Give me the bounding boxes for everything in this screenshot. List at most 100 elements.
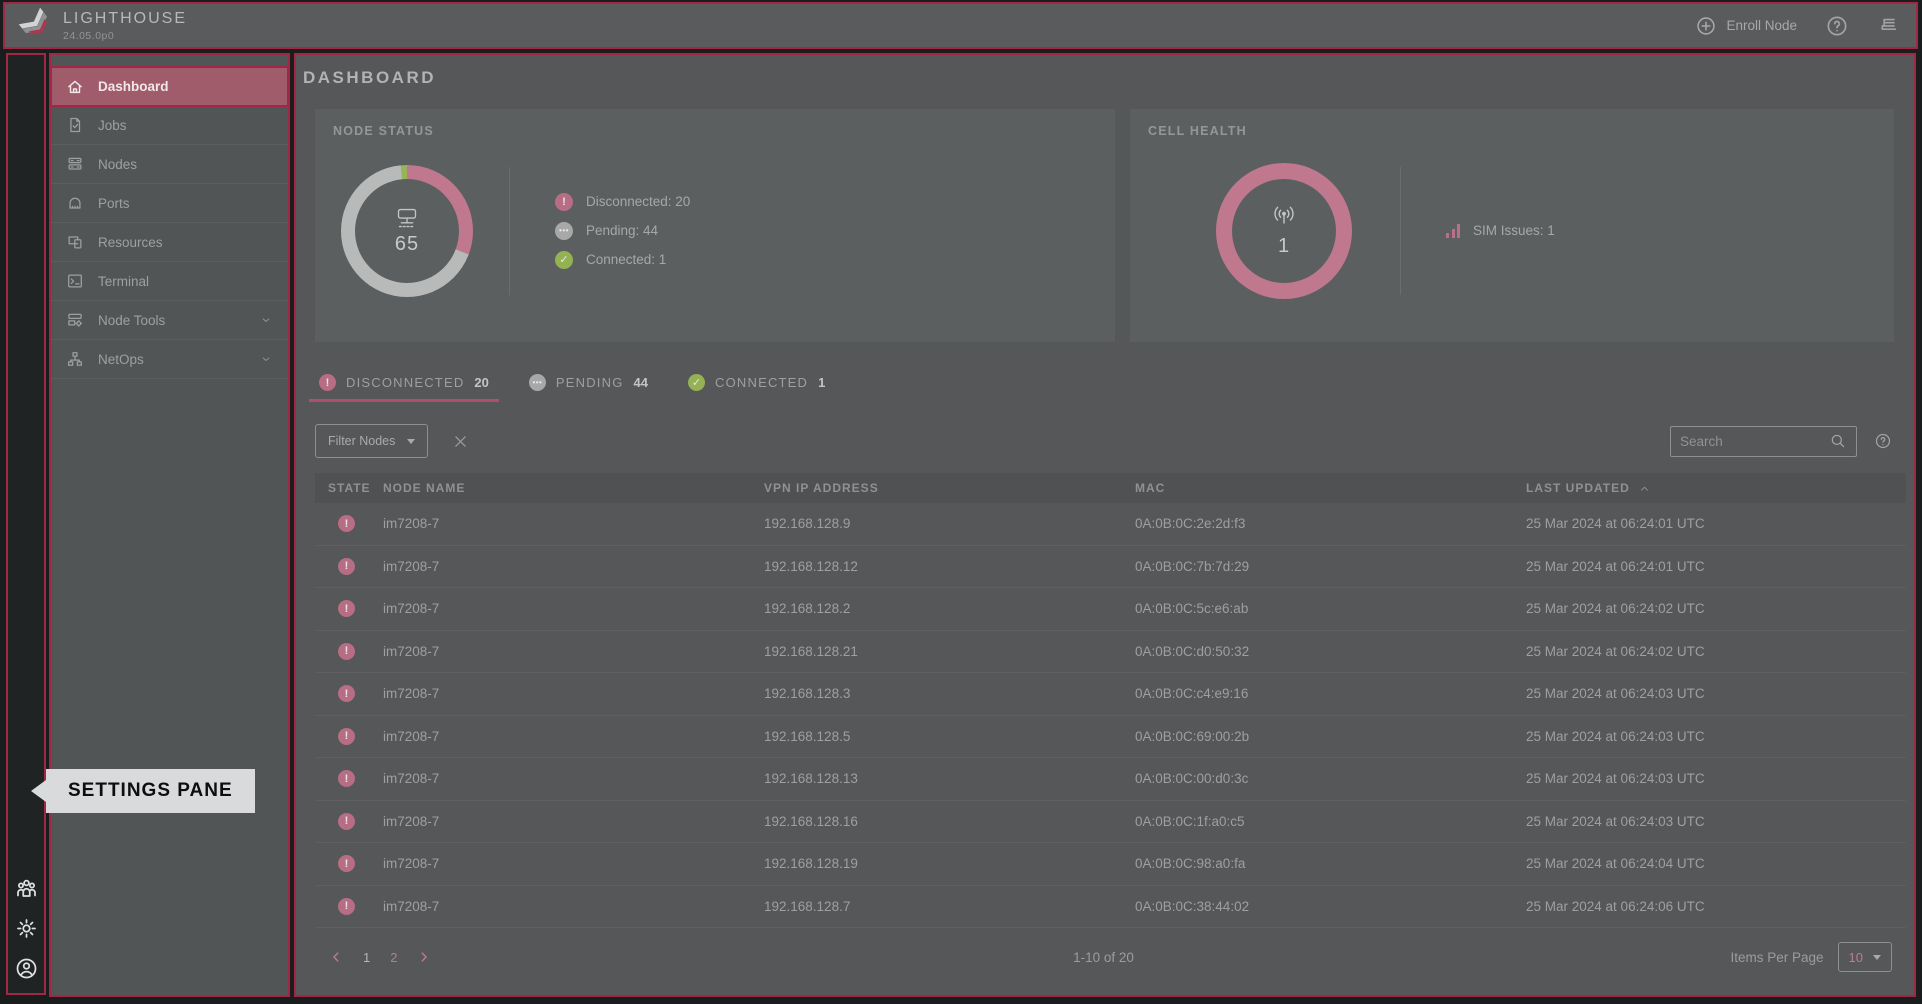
sidebar-item-terminal[interactable]: Terminal bbox=[51, 262, 288, 301]
cell-last-updated: 25 Mar 2024 at 06:24:06 UTC bbox=[1526, 898, 1705, 914]
next-page-button[interactable] bbox=[417, 950, 431, 964]
sidebar-item-label: Node Tools bbox=[98, 312, 166, 328]
cell-vpn-ip: 192.168.128.21 bbox=[764, 643, 858, 659]
legend-pending: ••• Pending: 44 bbox=[555, 221, 690, 240]
table-help-icon[interactable] bbox=[1874, 432, 1892, 450]
legend-disconnected: ! Disconnected: 20 bbox=[555, 192, 691, 211]
sidebar-item-label: Ports bbox=[98, 195, 130, 211]
sidebar-item-label: Nodes bbox=[98, 156, 138, 172]
node-status-card: NODE STATUS 65 bbox=[315, 109, 1115, 342]
tab-count: 20 bbox=[474, 375, 489, 390]
table-row[interactable]: ! im7208-7 192.168.128.21 0A:0B:0C:d0:50… bbox=[315, 631, 1906, 673]
table-row[interactable]: ! im7208-7 192.168.128.13 0A:0B:0C:00:d0… bbox=[315, 758, 1906, 801]
disconnected-state-icon: ! bbox=[338, 897, 355, 915]
enroll-node-button[interactable]: Enroll Node bbox=[1695, 15, 1797, 37]
connected-icon: ✓ bbox=[555, 250, 573, 269]
top-bar: LIGHTHOUSE 24.05.0p0 Enroll Node bbox=[3, 2, 1918, 49]
sidebar-item-resources[interactable]: Resources bbox=[51, 223, 288, 262]
cell-vpn-ip: 192.168.128.3 bbox=[764, 686, 851, 702]
sidebar-item-jobs[interactable]: Jobs bbox=[51, 106, 288, 145]
cell-mac: 0A:0B:0C:98:a0:fa bbox=[1135, 856, 1246, 872]
cell-last-updated: 25 Mar 2024 at 06:24:03 UTC bbox=[1526, 728, 1705, 744]
pagination: 1 2 1-10 of 20 Items Per Page 10 bbox=[315, 938, 1892, 976]
legend-connected: ✓ Connected: 1 bbox=[555, 250, 690, 269]
items-per-page-select[interactable]: 10 bbox=[1837, 942, 1892, 972]
table-row[interactable]: ! im7208-7 192.168.128.3 0A:0B:0C:c4:e9:… bbox=[315, 673, 1906, 716]
pending-icon: ••• bbox=[555, 221, 573, 240]
disconnected-icon: ! bbox=[319, 374, 336, 391]
cell-node-name: im7208-7 bbox=[383, 728, 440, 744]
log-stack-icon[interactable] bbox=[1877, 14, 1900, 37]
cell-health-card: CELL HEALTH 1 bbox=[1130, 109, 1894, 342]
netops-tree-icon bbox=[66, 350, 84, 368]
settings-pane-annotation-label: SETTINGS PANE bbox=[46, 769, 255, 813]
filter-nodes-button[interactable]: Filter Nodes bbox=[315, 424, 429, 458]
page-2-button[interactable]: 2 bbox=[390, 949, 398, 965]
items-per-page-label: Items Per Page bbox=[1730, 949, 1824, 965]
sidebar-item-node-tools[interactable]: Node Tools bbox=[51, 301, 288, 340]
cell-node-name: im7208-7 bbox=[383, 813, 440, 829]
table-row[interactable]: ! im7208-7 192.168.128.12 0A:0B:0C:7b:7d… bbox=[315, 546, 1906, 588]
disconnected-state-icon: ! bbox=[338, 727, 355, 745]
tab-connected[interactable]: ✓ CONNECTED 1 bbox=[678, 368, 835, 402]
table-row[interactable]: ! im7208-7 192.168.128.9 0A:0B:0C:2e:2d:… bbox=[315, 503, 1906, 546]
cell-health-donut-chart: 1 bbox=[1216, 162, 1352, 299]
port-icon bbox=[66, 194, 84, 212]
job-document-icon bbox=[66, 116, 84, 134]
sidebar-item-dashboard[interactable]: Dashboard bbox=[50, 66, 289, 107]
pending-icon: ••• bbox=[528, 374, 546, 391]
sidebar-item-netops[interactable]: NetOps bbox=[51, 340, 288, 379]
disconnected-state-icon: ! bbox=[338, 770, 355, 788]
col-state: STATE bbox=[328, 481, 371, 495]
antenna-icon bbox=[1266, 204, 1302, 234]
help-button[interactable] bbox=[1825, 14, 1849, 38]
lighthouse-logo-icon bbox=[17, 5, 53, 46]
nodes-table: STATE NODE NAME VPN IP ADDRESS MAC LAST … bbox=[315, 473, 1906, 928]
cell-vpn-ip: 192.168.128.5 bbox=[764, 728, 851, 744]
tab-pending[interactable]: ••• PENDING 44 bbox=[519, 368, 658, 402]
table-row[interactable]: ! im7208-7 192.168.128.5 0A:0B:0C:69:00:… bbox=[315, 716, 1906, 758]
cell-last-updated: 25 Mar 2024 at 06:24:01 UTC bbox=[1526, 516, 1705, 532]
tab-count: 1 bbox=[818, 375, 826, 390]
resources-icon bbox=[66, 233, 84, 251]
search-icon[interactable] bbox=[1829, 432, 1847, 450]
disconnected-state-icon: ! bbox=[338, 812, 355, 830]
cell-mac: 0A:0B:0C:c4:e9:16 bbox=[1135, 686, 1249, 702]
brand: LIGHTHOUSE 24.05.0p0 bbox=[17, 5, 187, 46]
cell-vpn-ip: 192.168.128.2 bbox=[764, 601, 851, 617]
cell-node-name: im7208-7 bbox=[383, 516, 440, 532]
col-last-updated[interactable]: LAST UPDATED bbox=[1526, 481, 1906, 495]
table-row[interactable]: ! im7208-7 192.168.128.19 0A:0B:0C:98:a0… bbox=[315, 843, 1906, 886]
enroll-node-label: Enroll Node bbox=[1726, 18, 1797, 33]
cell-total-count: 1 bbox=[1277, 234, 1291, 257]
app-title: LIGHTHOUSE bbox=[63, 9, 188, 27]
legend-label: Disconnected: 20 bbox=[586, 194, 691, 209]
legend-sim-issues: SIM Issues: 1 bbox=[1446, 223, 1555, 238]
tab-label: DISCONNECTED bbox=[346, 375, 465, 390]
filter-nodes-label: Filter Nodes bbox=[328, 434, 396, 448]
cell-last-updated: 25 Mar 2024 at 06:24:03 UTC bbox=[1526, 771, 1705, 787]
page-1-button[interactable]: 1 bbox=[363, 949, 371, 965]
clear-filter-icon[interactable] bbox=[452, 433, 469, 450]
sidebar-item-ports[interactable]: Ports bbox=[51, 184, 288, 223]
sidebar-item-nodes[interactable]: Nodes bbox=[51, 145, 288, 184]
cell-last-updated: 25 Mar 2024 at 06:24:02 UTC bbox=[1526, 643, 1705, 659]
sidebar-nav: Dashboard Jobs Nodes Ports Resources Ter… bbox=[49, 53, 290, 997]
search-input[interactable] bbox=[1680, 433, 1829, 449]
tab-disconnected[interactable]: ! DISCONNECTED 20 bbox=[309, 368, 499, 402]
col-node-name: NODE NAME bbox=[383, 481, 466, 495]
account-icon[interactable] bbox=[14, 956, 39, 981]
table-row[interactable]: ! im7208-7 192.168.128.2 0A:0B:0C:5c:e6:… bbox=[315, 588, 1906, 631]
caret-down-icon bbox=[1873, 954, 1881, 960]
disconnected-state-icon: ! bbox=[338, 515, 355, 533]
users-group-icon[interactable] bbox=[14, 876, 39, 901]
disconnected-state-icon: ! bbox=[338, 855, 355, 873]
cell-node-name: im7208-7 bbox=[383, 601, 440, 617]
table-row[interactable]: ! im7208-7 192.168.128.16 0A:0B:0C:1f:a0… bbox=[315, 801, 1906, 843]
divider bbox=[509, 166, 510, 295]
gear-icon[interactable] bbox=[14, 916, 39, 941]
cell-mac: 0A:0B:0C:00:d0:3c bbox=[1135, 771, 1249, 787]
prev-page-button[interactable] bbox=[329, 950, 343, 964]
cell-mac: 0A:0B:0C:69:00:2b bbox=[1135, 728, 1250, 744]
table-row[interactable]: ! im7208-7 192.168.128.7 0A:0B:0C:38:44:… bbox=[315, 886, 1906, 928]
